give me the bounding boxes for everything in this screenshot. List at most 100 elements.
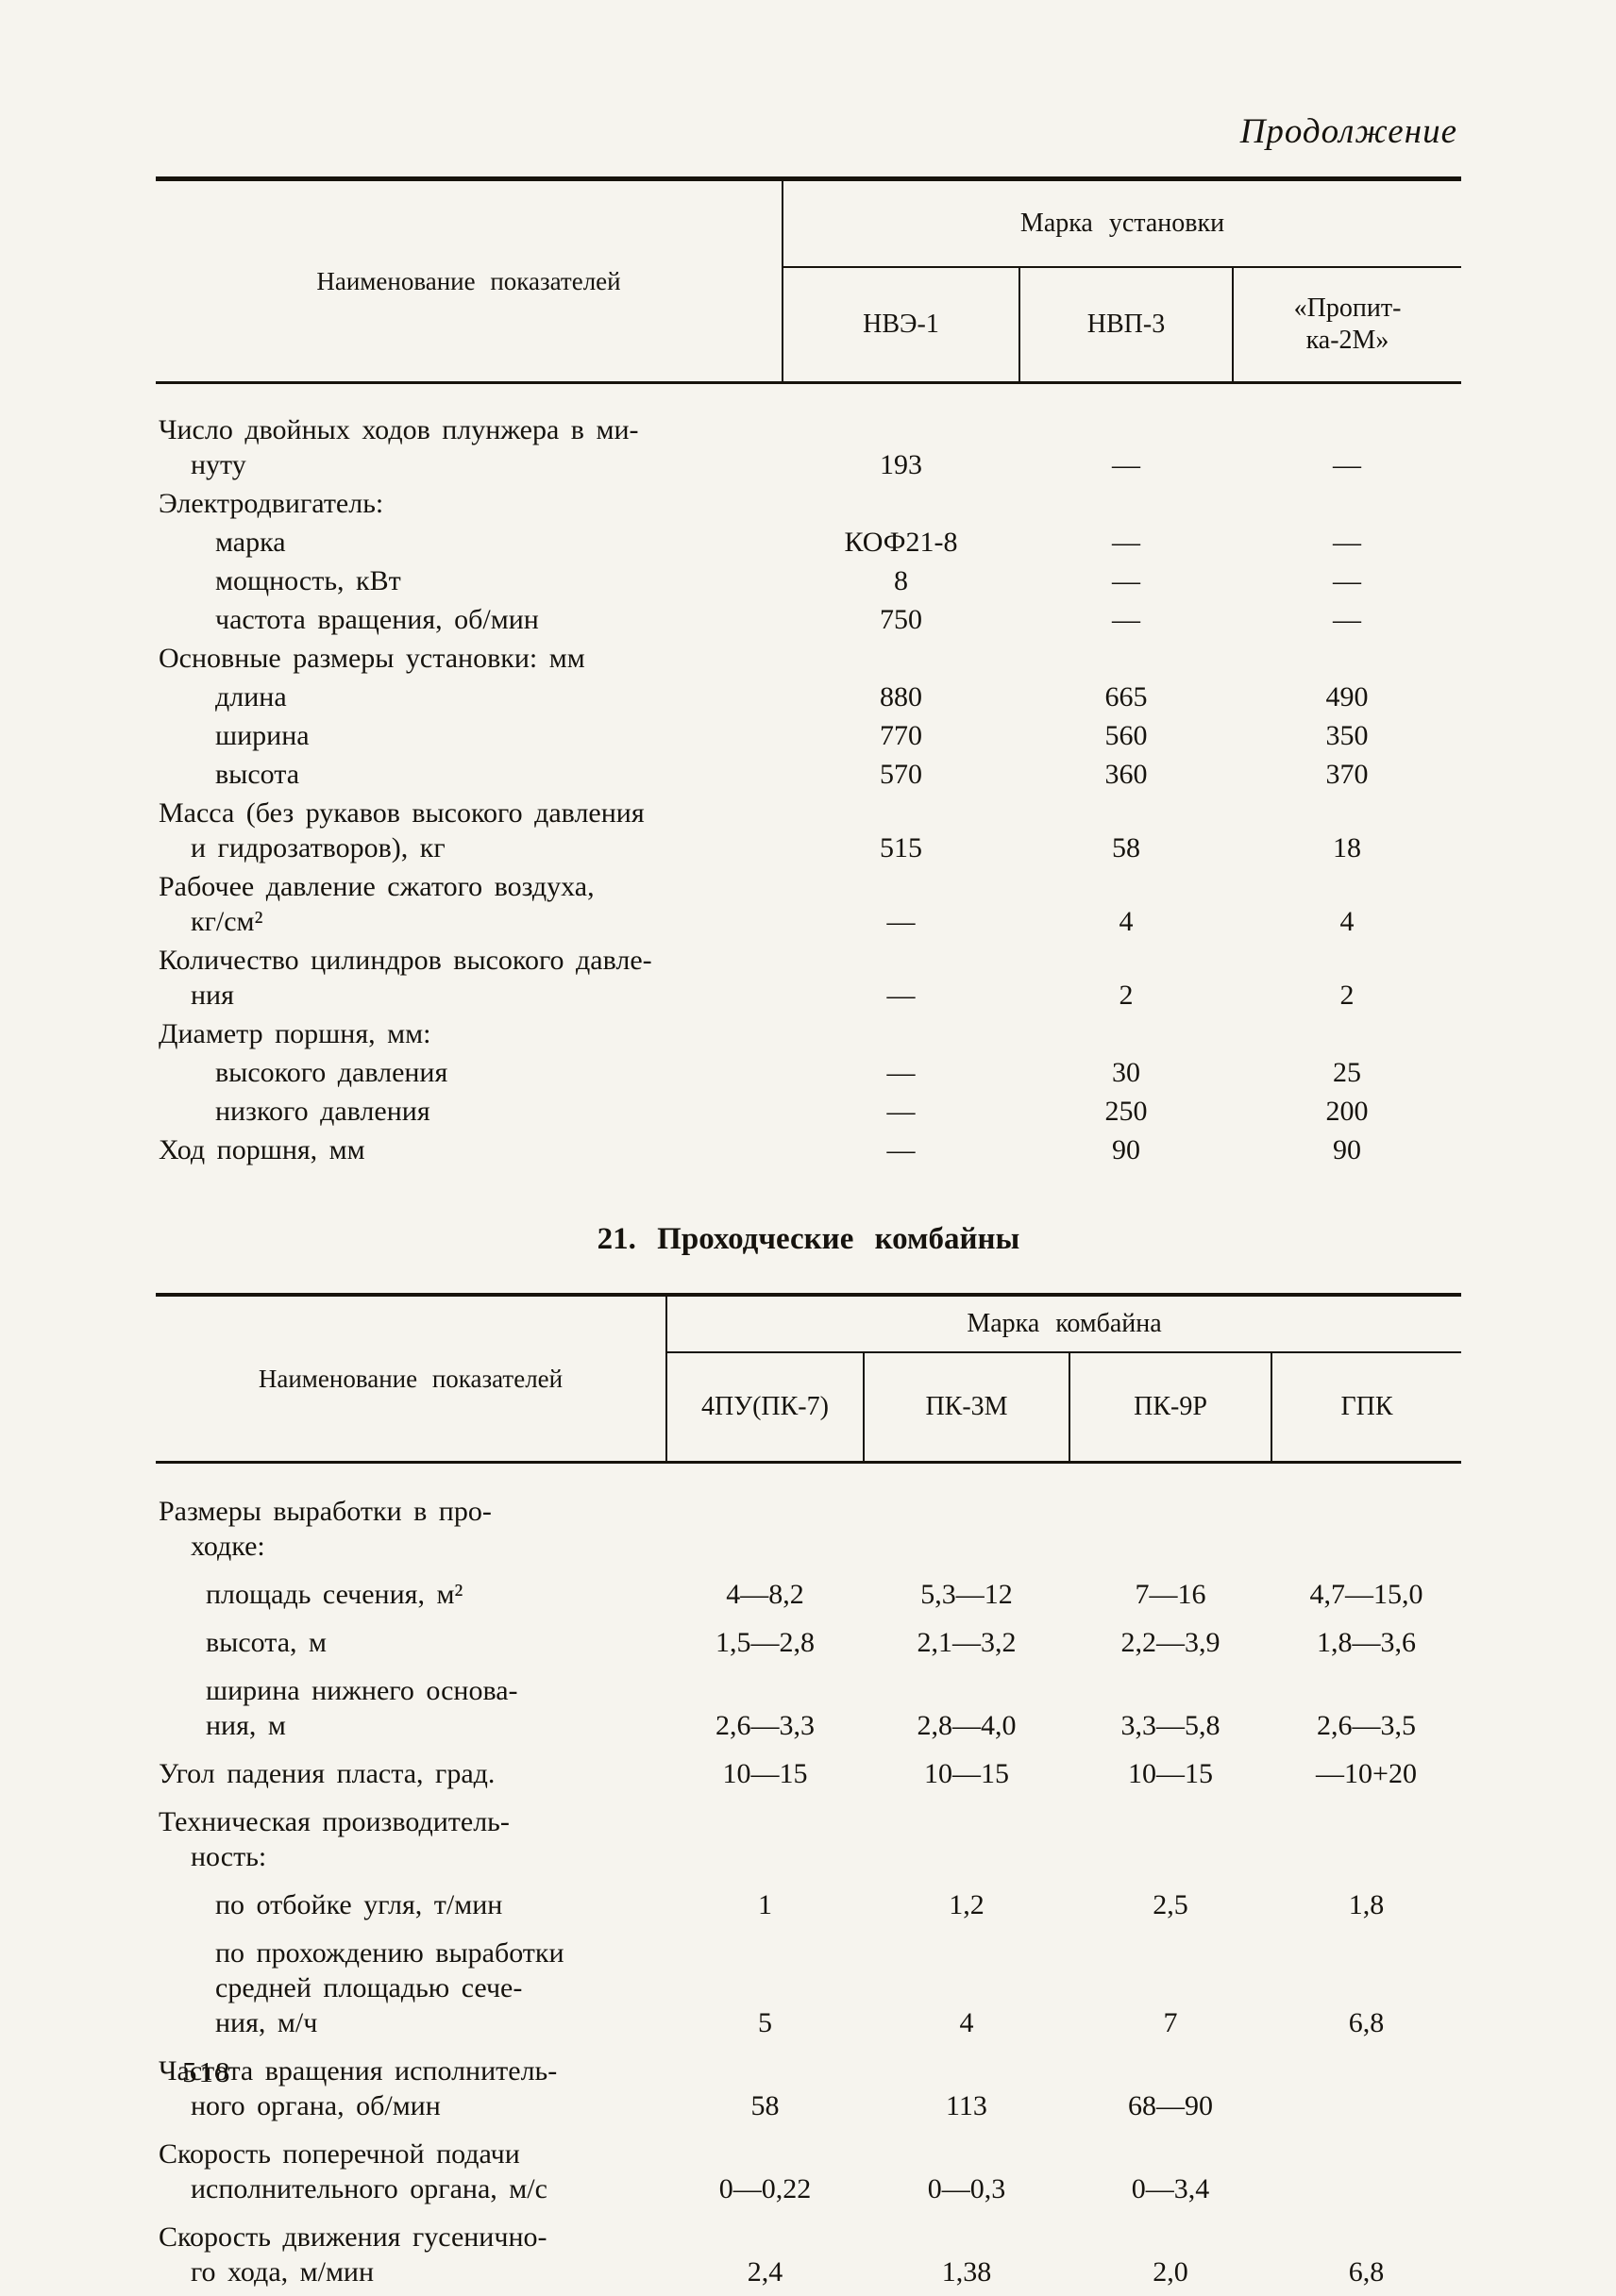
cell-value: 490: [1233, 678, 1461, 716]
cell-value: 25: [1233, 1053, 1461, 1092]
row-label: высокого давления: [156, 1053, 783, 1092]
row-label: мощность, кВт: [156, 561, 783, 600]
table1-header: Наименование показателей Марка установки…: [156, 179, 1461, 383]
cell-value: [1271, 2047, 1461, 2130]
scanned-book-page: { "page": { "continuation": "Продолжение…: [0, 0, 1616, 2230]
cell-value: 750: [783, 600, 1019, 639]
row-label-line: кг/см²: [157, 904, 782, 939]
cell-value: 18: [1233, 794, 1461, 867]
row-label: Угол падения пласта, град.: [156, 1750, 666, 1798]
cell-value: 2: [1019, 941, 1233, 1014]
column-header-label: ПК-3М: [925, 1392, 1007, 1421]
cell-value: —: [1019, 383, 1233, 485]
table-row: ширина 770 560 350: [156, 716, 1461, 755]
row-label: Размеры выработки в про- ходке:: [156, 1463, 666, 1571]
cell-value: 2: [1233, 941, 1461, 1014]
table-row: марка КОФ21-8 — —: [156, 523, 1461, 561]
row-label: Основные размеры установки: мм: [156, 639, 783, 678]
row-label-line: Техническая производитель-: [157, 1804, 665, 1839]
cell-value: 2,1—3,2: [864, 1618, 1069, 1667]
cell-value: [1019, 1014, 1233, 1053]
cell-value: [1069, 1798, 1271, 1881]
cell-value: —: [1019, 600, 1233, 639]
cell-value: 4,7—15,0: [1271, 1570, 1461, 1618]
cell-value: [1271, 1798, 1461, 1881]
cell-value: 10—15: [864, 1750, 1069, 1798]
table-row: Угол падения пласта, град. 10—15 10—15 1…: [156, 1750, 1461, 1798]
column-header: ПК-3М: [864, 1352, 1069, 1463]
row-label: длина: [156, 678, 783, 716]
column-header-label: ПК-9Р: [1134, 1392, 1207, 1421]
table-row: Рабочее давление сжатого воздуха, кг/см²…: [156, 867, 1461, 941]
cell-value: —: [1233, 600, 1461, 639]
row-label-line: и гидрозатворов), кг: [157, 830, 782, 865]
cell-value: —: [783, 1053, 1019, 1092]
cell-value: 58: [1019, 794, 1233, 867]
row-label-line: ширина: [157, 718, 782, 753]
page-number: 518: [182, 2055, 232, 2089]
table-row: низкого давления — 250 200: [156, 1092, 1461, 1131]
table-row: площадь сечения, м² 4—8,2 5,3—12 7—16 4,…: [156, 1570, 1461, 1618]
row-label-line: Основные размеры установки: мм: [157, 641, 782, 676]
continuation-label: Продолжение: [156, 111, 1461, 152]
row-label-line: ходке:: [157, 1529, 665, 1564]
row-label: Скорость поперечной подачи исполнительно…: [156, 2130, 666, 2213]
cell-value: [1069, 1463, 1271, 1571]
cell-value: [1019, 639, 1233, 678]
cell-value: 68—90: [1069, 2047, 1271, 2130]
cell-value: 4: [864, 1929, 1069, 2047]
row-label-line: длина: [157, 679, 782, 714]
row-label-line: частота вращения, об/мин: [157, 602, 782, 637]
cell-value: 1,8: [1271, 1881, 1461, 1929]
row-label-line: средней площадью сече-: [157, 1970, 665, 2005]
table1-body: Число двойных ходов плунжера в ми- нуту …: [156, 383, 1461, 1170]
page-content: Продолжение Наименование показателей Мар…: [0, 0, 1616, 1169]
cell-value: [1233, 484, 1461, 523]
row-label-line: Количество цилиндров высокого давле-: [157, 943, 782, 978]
column-header: НВЭ-1: [783, 267, 1019, 383]
table-row: ширина нижнего основа- ния, м 2,6—3,3 2,…: [156, 1667, 1461, 1750]
cell-value: [1271, 1463, 1461, 1571]
table-row: Электродвигатель:: [156, 484, 1461, 523]
page-content-lower: Наименование показателей Марка комбайна …: [0, 1293, 1616, 2296]
cell-value: 58: [666, 2047, 864, 2130]
row-label-line: Скорость поперечной подачи: [157, 2137, 665, 2171]
row-label-line: Масса (без рукавов высокого давления: [157, 796, 782, 830]
row-label-line: Ход поршня, мм: [157, 1132, 782, 1167]
cell-value: 30: [1019, 1053, 1233, 1092]
cell-value: 250: [1019, 1092, 1233, 1131]
cell-value: 8: [783, 561, 1019, 600]
cell-value: —: [783, 941, 1019, 1014]
row-label: частота вращения, об/мин: [156, 600, 783, 639]
cell-value: —: [1233, 383, 1461, 485]
cell-value: 770: [783, 716, 1019, 755]
cell-value: 2,0: [1069, 2213, 1271, 2296]
table1-header-row-1: Наименование показателей Марка установки: [156, 179, 1461, 268]
cell-value: 3,3—5,8: [1069, 1667, 1271, 1750]
table-row: Техническая производитель- ность:: [156, 1798, 1461, 1881]
row-label-line: мощность, кВт: [157, 563, 782, 598]
cell-value: 1,5—2,8: [666, 1618, 864, 1667]
row-label-line: низкого давления: [157, 1094, 782, 1129]
cell-value: 880: [783, 678, 1019, 716]
row-label: ширина нижнего основа- ния, м: [156, 1667, 666, 1750]
cell-value: 6,8: [1271, 1929, 1461, 2047]
cell-value: —: [1233, 523, 1461, 561]
cell-value: 1,2: [864, 1881, 1069, 1929]
cell-value: 1,8—3,6: [1271, 1618, 1461, 1667]
cell-value: [864, 1463, 1069, 1571]
row-label-line: Электродвигатель:: [157, 486, 782, 521]
table-row: высота 570 360 370: [156, 755, 1461, 794]
table-row: Диаметр поршня, мм:: [156, 1014, 1461, 1053]
impregnation-units-table: Наименование показателей Марка установки…: [156, 176, 1461, 1169]
row-label-line: ния: [157, 978, 782, 1013]
table-row: высокого давления — 30 25: [156, 1053, 1461, 1092]
row-label: Скорость движения гусенично- го хода, м/…: [156, 2213, 666, 2296]
table-row: Частота вращения исполнитель- ного орган…: [156, 2047, 1461, 2130]
cell-value: 4: [1233, 867, 1461, 941]
row-label-line: нуту: [157, 447, 782, 482]
cell-value: КОФ21-8: [783, 523, 1019, 561]
table-row: Основные размеры установки: мм: [156, 639, 1461, 678]
cell-value: 1: [666, 1881, 864, 1929]
table-row: длина 880 665 490: [156, 678, 1461, 716]
